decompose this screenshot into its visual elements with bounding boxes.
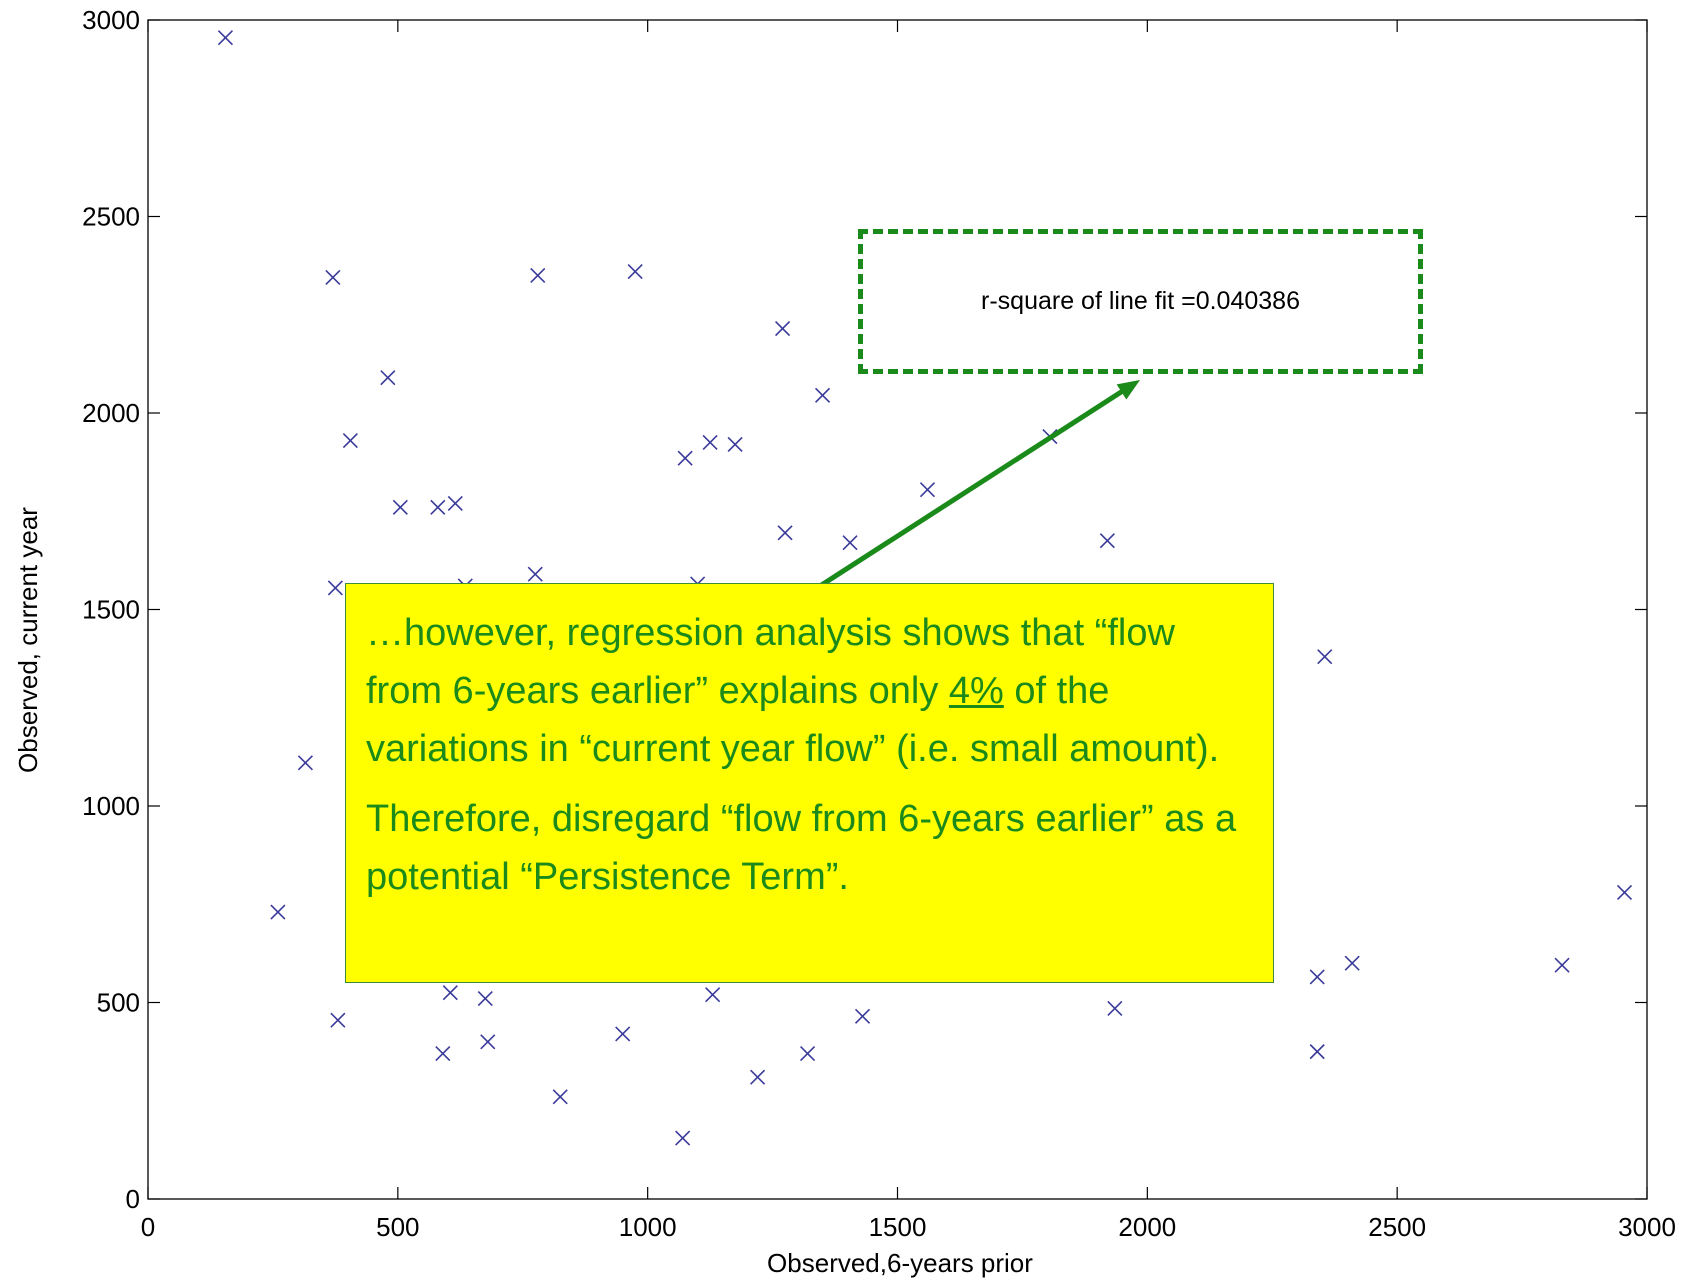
data-point <box>270 904 286 920</box>
x-tick-label: 0 <box>141 1212 155 1242</box>
note-percentage: 4% <box>948 670 1004 712</box>
data-point <box>842 535 858 551</box>
data-point <box>854 1008 871 1024</box>
y-tick-label: 0 <box>126 1184 140 1214</box>
data-point <box>1309 1044 1325 1060</box>
data-point <box>430 499 446 515</box>
y-tick-label: 2000 <box>82 398 140 428</box>
data-point <box>1554 957 1570 973</box>
y-tick-label: 1000 <box>82 791 140 821</box>
data-point <box>380 370 396 386</box>
y-tick-label: 2500 <box>82 202 140 232</box>
data-point <box>750 1069 766 1085</box>
data-point <box>1344 955 1360 971</box>
x-tick-label: 2000 <box>1118 1212 1176 1242</box>
rsquare-annotation-box: r-square of line fit =0.040386 <box>858 229 1423 374</box>
data-point <box>727 436 743 453</box>
x-tick-label: 1000 <box>619 1212 677 1242</box>
data-point <box>1616 884 1633 901</box>
note-text-1b: of the variations in “current year flow”… <box>366 670 1220 770</box>
y-axis-label: Observed, current year <box>13 507 43 773</box>
annotation-arrow <box>818 380 1140 589</box>
x-axis: 0 500 1000 1500 2000 2500 3000 <box>141 20 1676 1242</box>
data-point <box>330 1012 346 1028</box>
data-point <box>477 991 493 1007</box>
data-points <box>217 30 1633 1146</box>
data-point <box>777 525 793 541</box>
y-tick-label: 1500 <box>82 595 140 625</box>
data-point <box>342 432 358 449</box>
data-point <box>447 495 463 511</box>
data-point <box>480 1034 496 1050</box>
data-point <box>552 1089 568 1105</box>
data-point <box>615 1026 631 1042</box>
data-point <box>435 1046 451 1062</box>
data-point <box>775 320 791 337</box>
y-tick-label: 3000 <box>82 5 140 35</box>
arrow-head <box>1116 380 1140 400</box>
data-point <box>392 499 408 515</box>
data-point <box>530 267 546 284</box>
data-point <box>1309 969 1325 985</box>
data-point <box>919 482 936 498</box>
data-point <box>297 755 313 771</box>
data-point <box>705 987 721 1003</box>
note-text-1a: …however, regression analysis shows that… <box>366 612 1175 712</box>
y-tick-label: 500 <box>97 988 140 1018</box>
data-point <box>675 1130 691 1146</box>
note-callout: …however, regression analysis shows that… <box>345 583 1274 983</box>
data-point <box>677 450 693 466</box>
data-point <box>1099 533 1115 549</box>
data-point <box>627 263 643 280</box>
data-point <box>442 985 458 1001</box>
x-axis-label: Observed,6-years prior <box>767 1248 1033 1278</box>
data-point <box>327 580 343 596</box>
x-tick-label: 2500 <box>1368 1212 1426 1242</box>
arrow-shaft <box>818 382 1134 589</box>
data-point <box>799 1046 816 1062</box>
data-point <box>814 387 831 403</box>
note-paragraph-1: …however, regression analysis shows that… <box>366 604 1253 778</box>
data-point <box>325 269 341 285</box>
x-tick-label: 3000 <box>1618 1212 1676 1242</box>
y-axis: 0 500 1000 1500 2000 2500 3000 <box>82 5 1647 1214</box>
data-point <box>1317 649 1333 665</box>
data-point <box>217 30 234 46</box>
data-point <box>1107 1000 1123 1016</box>
data-point <box>702 434 718 451</box>
data-point <box>527 566 543 582</box>
x-tick-label: 500 <box>376 1212 419 1242</box>
rsquare-text: r-square of line fit =0.040386 <box>981 287 1300 315</box>
note-paragraph-2: Therefore, disregard “flow from 6-years … <box>366 798 1237 898</box>
x-tick-label: 1500 <box>869 1212 927 1242</box>
